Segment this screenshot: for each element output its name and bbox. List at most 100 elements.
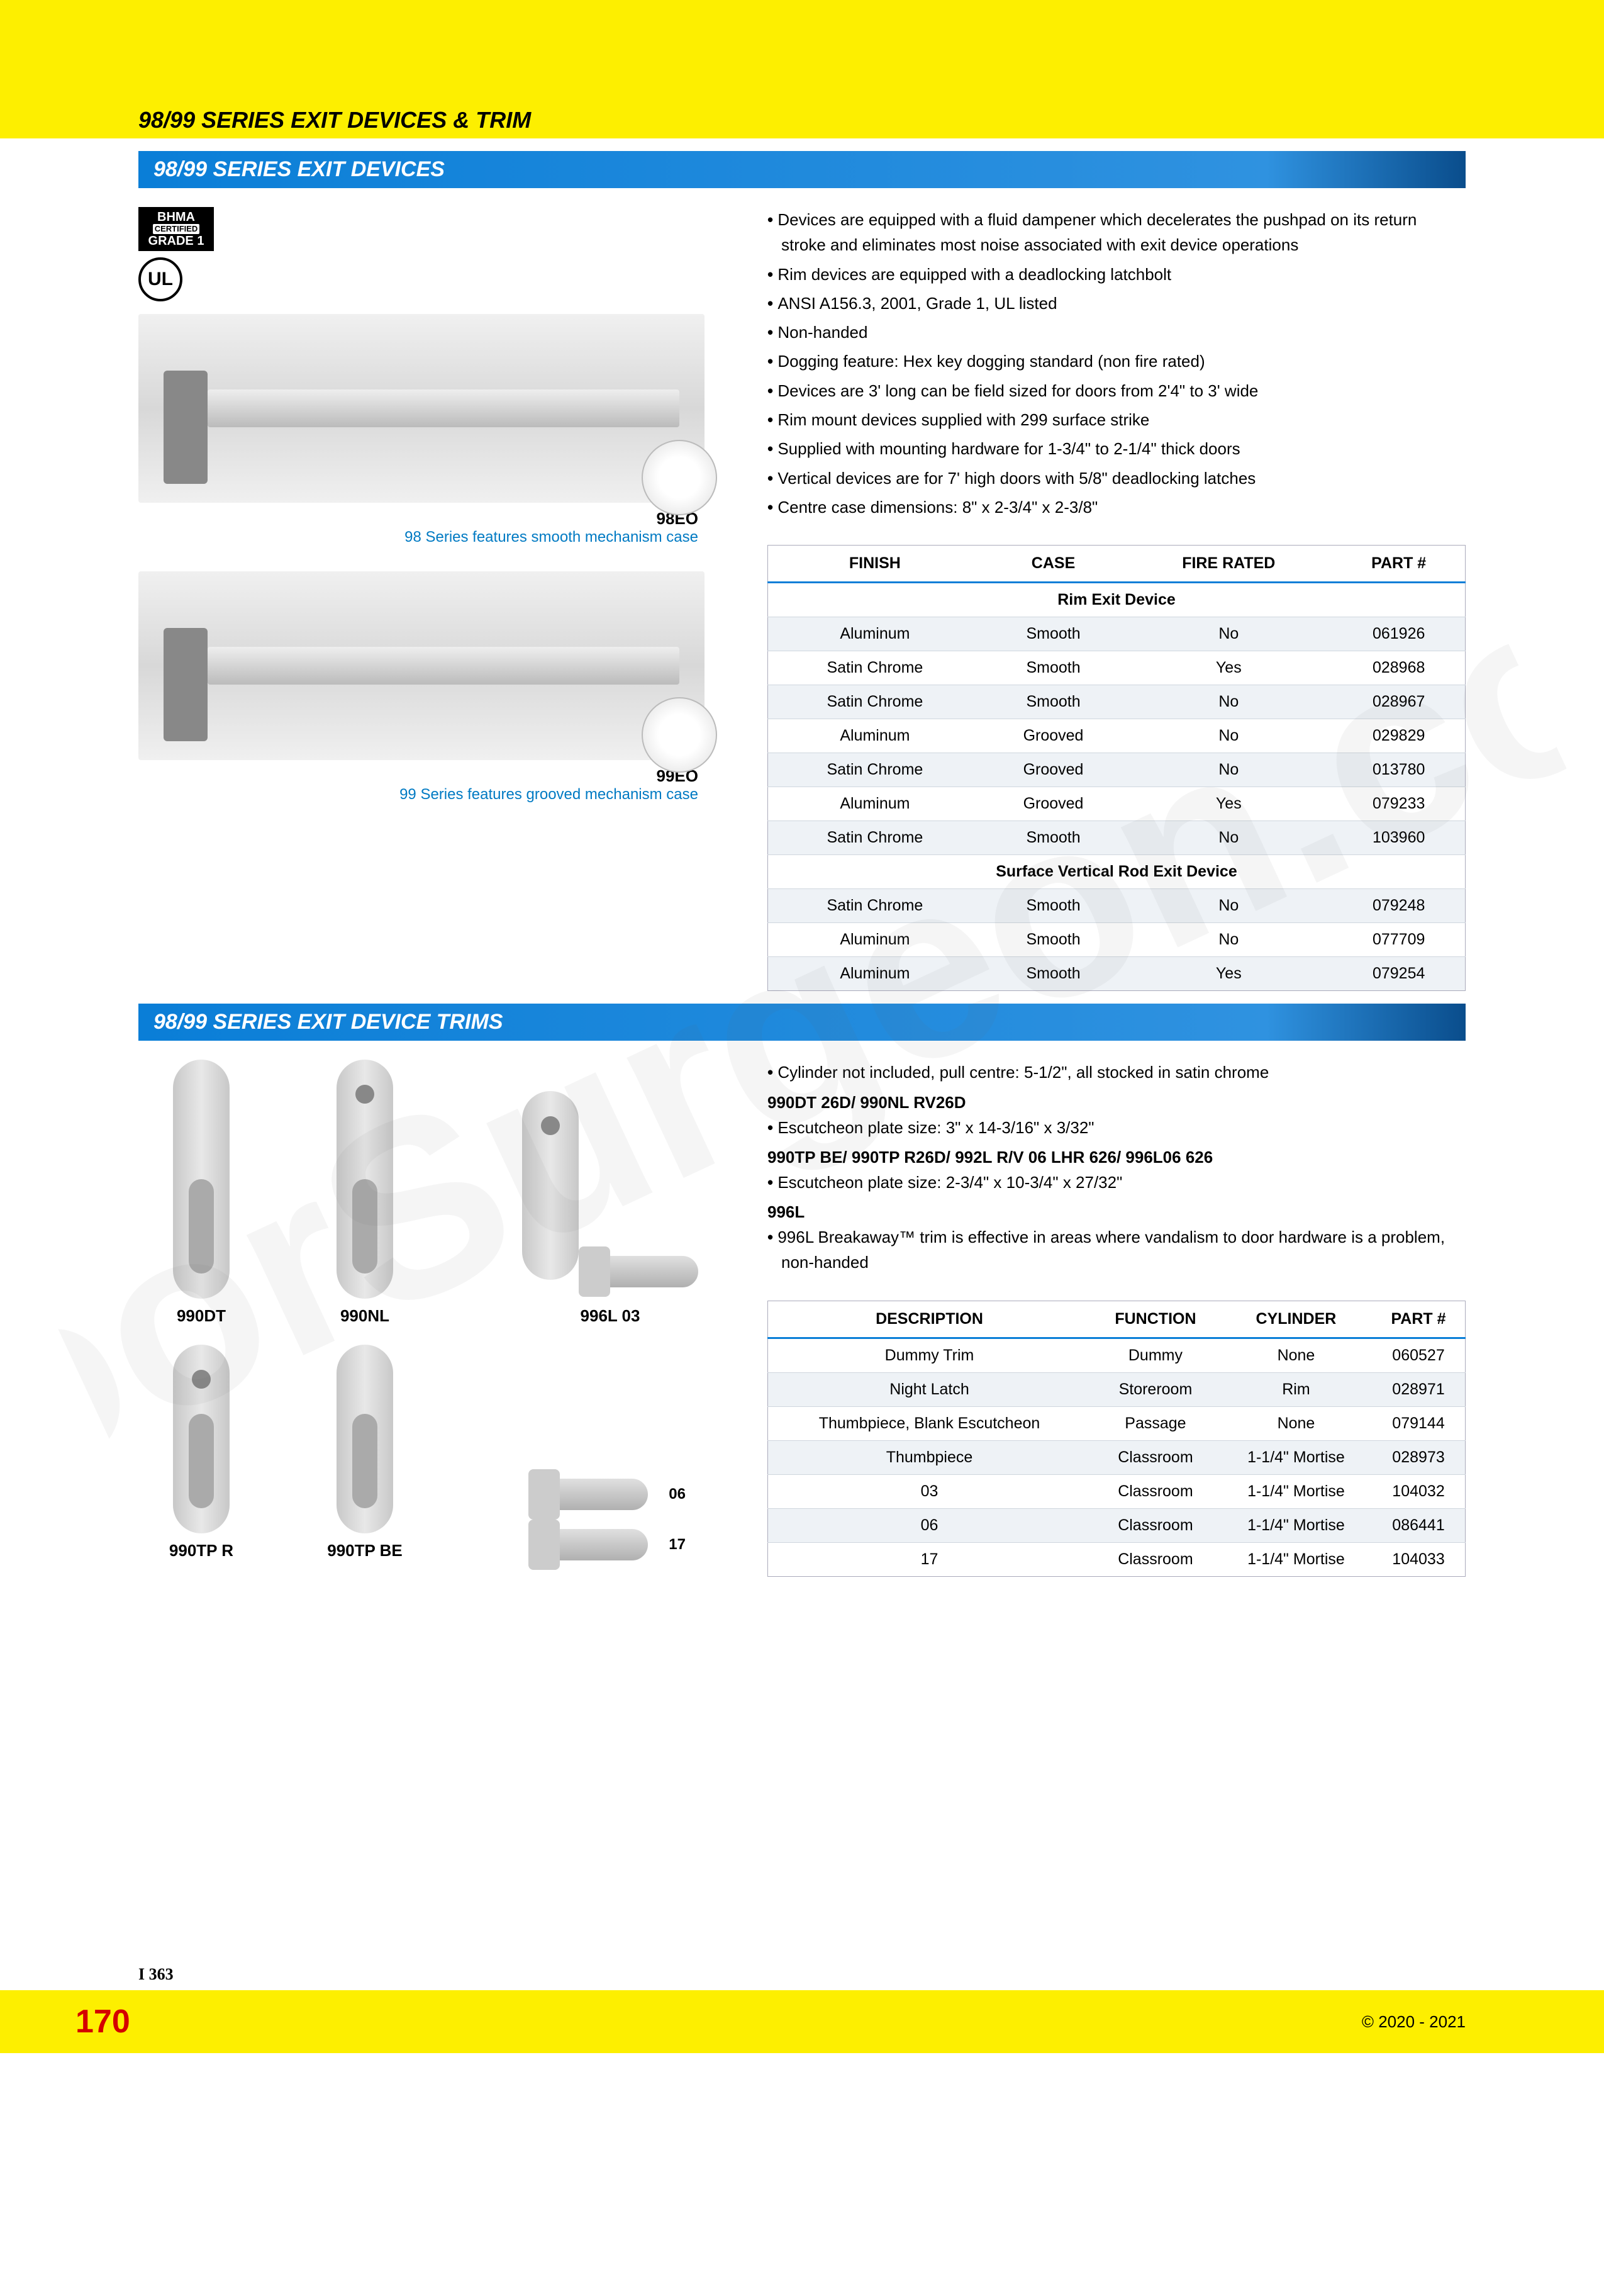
table-cell: None xyxy=(1220,1338,1372,1372)
table-cell: Smooth xyxy=(982,923,1125,957)
table-cell: No xyxy=(1125,821,1332,855)
col-header: FINISH xyxy=(768,546,982,583)
lever-06 xyxy=(535,1479,648,1510)
table-cell: Rim xyxy=(1220,1372,1372,1406)
caption-98eo: 98 Series features smooth mechanism case xyxy=(138,529,736,546)
trim-990tpbe-label: 990TP BE xyxy=(327,1541,402,1560)
table-cell: No xyxy=(1125,685,1332,719)
certification-badges: BHMA CERTIFIED GRADE 1 UL xyxy=(138,207,736,301)
table-cell: 03 xyxy=(768,1474,1091,1508)
table-cell: 013780 xyxy=(1332,753,1465,787)
table-cell: Aluminum xyxy=(768,923,982,957)
table-row: Satin ChromeSmoothNo028967 xyxy=(768,685,1466,719)
table-cell: Smooth xyxy=(982,685,1125,719)
table-cell: None xyxy=(1220,1406,1372,1440)
table-cell: Satin Chrome xyxy=(768,651,982,685)
feature-item: Non-handed xyxy=(767,320,1466,345)
table-cell: No xyxy=(1125,617,1332,651)
table-cell: No xyxy=(1125,889,1332,923)
trim-intro-list: Cylinder not included, pull centre: 5-1/… xyxy=(767,1060,1466,1085)
feature-item: Vertical devices are for 7' high doors w… xyxy=(767,466,1466,491)
product-image-99eo xyxy=(138,571,705,760)
label-98eo: 98EO xyxy=(138,509,736,529)
table-cell: No xyxy=(1125,753,1332,787)
lever-17 xyxy=(535,1529,648,1560)
trim-images: 990DT 990NL 996L 03 xyxy=(138,1060,736,1560)
table-row: Night LatchStoreroomRim028971 xyxy=(768,1372,1466,1406)
spec-990dt: Escutcheon plate size: 3" x 14-3/16" x 3… xyxy=(767,1115,1466,1140)
table-row: AluminumSmoothNo061926 xyxy=(768,617,1466,651)
table-row: Satin ChromeGroovedNo013780 xyxy=(768,753,1466,787)
table-cell: Smooth xyxy=(982,889,1125,923)
section2-heading: 98/99 SERIES EXIT DEVICE TRIMS xyxy=(138,1004,1466,1041)
table-row: Satin ChromeSmoothYes028968 xyxy=(768,651,1466,685)
table-cell: Grooved xyxy=(982,753,1125,787)
table-row: Dummy TrimDummyNone060527 xyxy=(768,1338,1466,1372)
col-header: CYLINDER xyxy=(1220,1301,1372,1338)
table-cell: Classroom xyxy=(1091,1474,1220,1508)
table-row: Thumbpiece, Blank EscutcheonPassageNone0… xyxy=(768,1406,1466,1440)
col-header: DESCRIPTION xyxy=(768,1301,1091,1338)
table-cell: 104033 xyxy=(1372,1542,1465,1576)
table-cell: 077709 xyxy=(1332,923,1465,957)
table-cell: 1-1/4" Mortise xyxy=(1220,1474,1372,1508)
table-cell: Aluminum xyxy=(768,957,982,991)
table-row: AluminumGroovedYes079233 xyxy=(768,787,1466,821)
col-header: CASE xyxy=(982,546,1125,583)
table-cell: Yes xyxy=(1125,957,1332,991)
trim-990tpr-label: 990TP R xyxy=(169,1541,233,1560)
trim-990tpbe-img xyxy=(337,1345,393,1533)
table-row: AluminumSmoothYes079254 xyxy=(768,957,1466,991)
feature-item: Centre case dimensions: 8" x 2-3/4" x 2-… xyxy=(767,495,1466,520)
table-cell: Aluminum xyxy=(768,617,982,651)
table-cell: Smooth xyxy=(982,651,1125,685)
trim-intro: Cylinder not included, pull centre: 5-1/… xyxy=(767,1060,1466,1085)
bhma-badge: BHMA CERTIFIED GRADE 1 xyxy=(138,207,214,251)
col-header: PART # xyxy=(1332,546,1465,583)
feature-item: Supplied with mounting hardware for 1-3/… xyxy=(767,436,1466,461)
table-cell: 086441 xyxy=(1372,1508,1465,1542)
table-cell: Thumbpiece xyxy=(768,1440,1091,1474)
table-cell: 06 xyxy=(768,1508,1091,1542)
table-cell: Smooth xyxy=(982,957,1125,991)
feature-item: ANSI A156.3, 2001, Grade 1, UL listed xyxy=(767,291,1466,316)
table-row: Satin ChromeSmoothNo103960 xyxy=(768,821,1466,855)
table-cell: 029829 xyxy=(1332,719,1465,753)
table-row: 06Classroom1-1/4" Mortise086441 xyxy=(768,1508,1466,1542)
table-row: AluminumSmoothNo077709 xyxy=(768,923,1466,957)
feature-item: Devices are 3' long can be field sized f… xyxy=(767,378,1466,403)
table-row: ThumbpieceClassroom1-1/4" Mortise028973 xyxy=(768,1440,1466,1474)
spec-990tp: Escutcheon plate size: 2-3/4" x 10-3/4" … xyxy=(767,1170,1466,1195)
trim-996l-img xyxy=(522,1091,579,1280)
trim-996l-label: 996L 03 xyxy=(581,1306,640,1326)
exit-devices-table: FINISHCASEFIRE RATEDPART # Rim Exit Devi… xyxy=(767,545,1466,991)
table-cell: Satin Chrome xyxy=(768,753,982,787)
table-cell: Aluminum xyxy=(768,719,982,753)
table-cell: 1-1/4" Mortise xyxy=(1220,1508,1372,1542)
table-cell: 028971 xyxy=(1372,1372,1465,1406)
product-image-98eo xyxy=(138,314,705,503)
feature-item: Rim devices are equipped with a deadlock… xyxy=(767,262,1466,287)
table-cell: 079233 xyxy=(1332,787,1465,821)
feature-item: Rim mount devices supplied with 299 surf… xyxy=(767,407,1466,432)
table-cell: Smooth xyxy=(982,821,1125,855)
trim-990dt-img xyxy=(173,1060,230,1299)
subhead-990dt: 990DT 26D/ 990NL RV26D xyxy=(767,1093,1466,1112)
section1-heading: 98/99 SERIES EXIT DEVICES xyxy=(138,151,1466,188)
table-row: 03Classroom1-1/4" Mortise104032 xyxy=(768,1474,1466,1508)
table-cell: Dummy Trim xyxy=(768,1338,1091,1372)
table-cell: 104032 xyxy=(1372,1474,1465,1508)
table-cell: Storeroom xyxy=(1091,1372,1220,1406)
header-bar: 98/99 SERIES EXIT DEVICES & TRIM xyxy=(0,0,1604,138)
table-cell: Classroom xyxy=(1091,1440,1220,1474)
footer-bar: 170 © 2020 - 2021 xyxy=(0,1990,1604,2053)
label-99eo: 99EO xyxy=(138,766,736,786)
table-cell: 079144 xyxy=(1372,1406,1465,1440)
page-index: I 363 xyxy=(138,1965,174,1984)
table-cell: Thumbpiece, Blank Escutcheon xyxy=(768,1406,1091,1440)
table-cell: Satin Chrome xyxy=(768,889,982,923)
table-cell: No xyxy=(1125,923,1332,957)
lever-17-label: 17 xyxy=(660,1536,686,1554)
spec-996l: 996L Breakaway™ trim is effective in are… xyxy=(767,1224,1466,1275)
table-cell: Yes xyxy=(1125,787,1332,821)
